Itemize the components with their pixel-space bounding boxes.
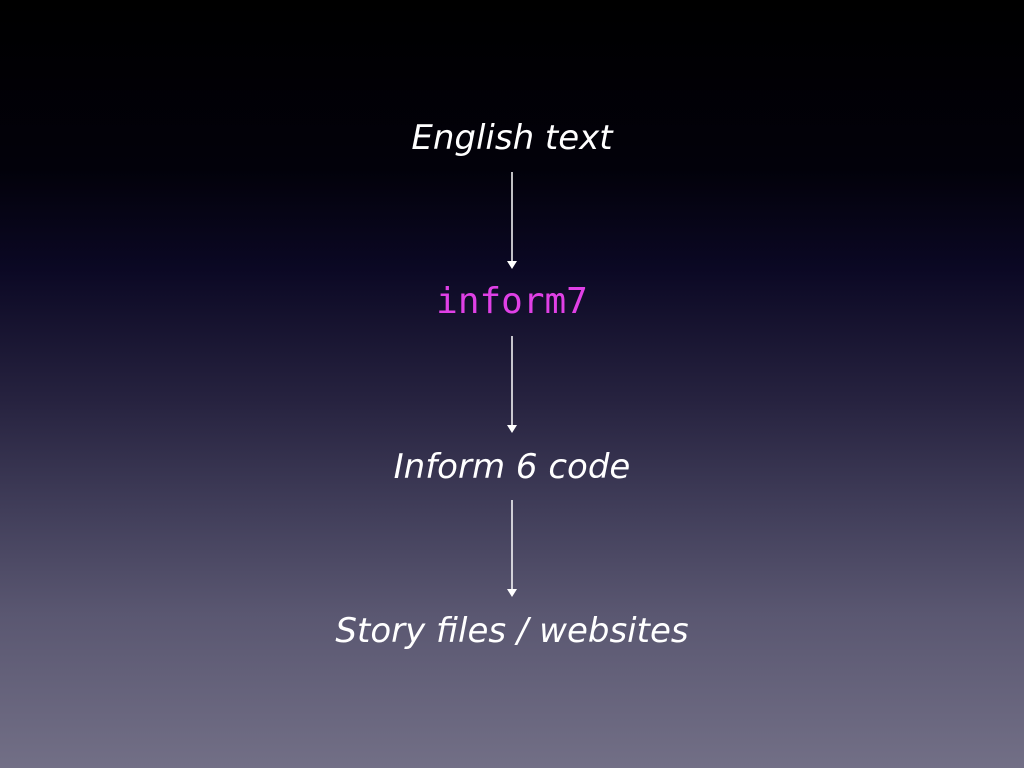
node-inform6-code: Inform 6 code	[393, 447, 631, 487]
node-english-text: English text	[411, 118, 613, 158]
node-story-files: Story files / websites	[335, 611, 689, 651]
node-inform7: inform7	[436, 281, 588, 322]
arrow-english-to-inform7	[504, 172, 520, 270]
arrow-inform6-to-story-files	[504, 500, 520, 598]
arrow-inform7-to-inform6	[504, 336, 520, 434]
